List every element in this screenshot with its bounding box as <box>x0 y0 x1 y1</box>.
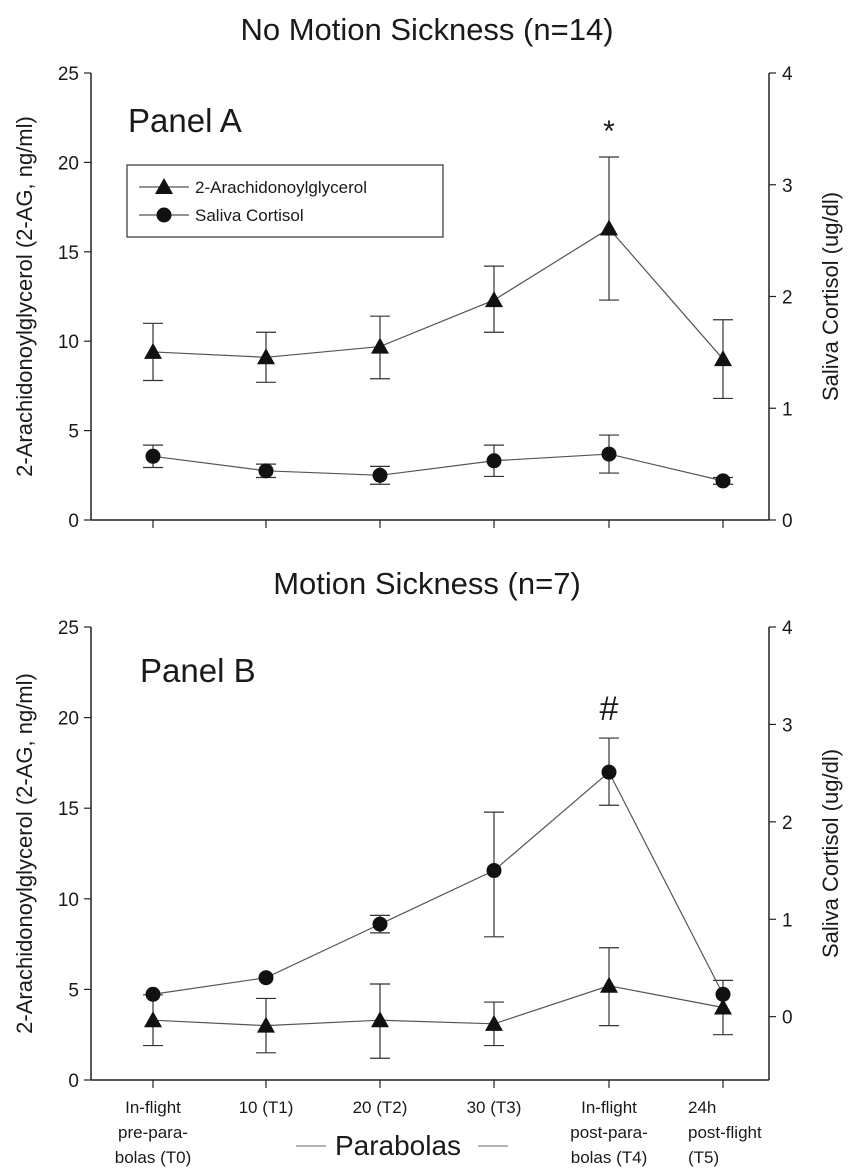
data-point-triangle <box>371 337 389 354</box>
legend-box <box>126 164 444 238</box>
panel-label: Panel A <box>128 102 242 139</box>
data-point-triangle <box>144 1011 162 1028</box>
x-tick-label: 20 (T2) <box>353 1098 408 1117</box>
x-tick-label: bolas (T4) <box>571 1148 648 1167</box>
data-point-circle <box>258 970 274 986</box>
x-tick-label: 24h <box>688 1098 716 1117</box>
data-point-triangle <box>485 1014 503 1031</box>
left-tick-label: 5 <box>68 422 79 443</box>
left-tick-label: 25 <box>58 64 79 85</box>
right-tick-label: 4 <box>782 618 793 639</box>
legend-marker-circle <box>156 207 172 223</box>
data-point-triangle <box>714 998 732 1015</box>
chart-title: Motion Sickness (n=7) <box>273 566 581 601</box>
x-tick-label: pre-para- <box>118 1123 188 1142</box>
legend: 2-Arachidonoylglycerol Saliva Cortisol <box>126 164 444 238</box>
series-line-triangle <box>152 985 724 1027</box>
legend-label: Saliva Cortisol <box>195 206 304 225</box>
right-tick-label: 4 <box>782 64 793 85</box>
panel-a: No Motion Sickness (n=14) 0 5 10 15 20 25 0 1 2 3 4… <box>12 12 843 532</box>
series-line-circle <box>152 771 724 995</box>
data-point-triangle <box>714 350 732 367</box>
right-axis-title: Saliva Cortisol (ug/dl) <box>818 749 843 958</box>
left-tick-label: 0 <box>68 1071 79 1092</box>
data-point-triangle <box>600 219 618 236</box>
data-point-circle <box>601 764 617 780</box>
left-tick-label: 0 <box>68 511 79 532</box>
right-tick-label: 2 <box>782 288 793 309</box>
data-point-circle <box>145 448 161 464</box>
data-point-circle <box>258 463 274 479</box>
chart-title: No Motion Sickness (n=14) <box>240 12 613 47</box>
x-tick-label: In-flight <box>125 1098 181 1117</box>
data-point-circle <box>372 916 388 932</box>
left-tick-label: 15 <box>58 243 79 264</box>
data-point-triangle <box>257 1016 275 1033</box>
x-tick-label: 30 (T3) <box>467 1098 522 1117</box>
left-tick-label: 15 <box>58 799 79 820</box>
x-tick-label: post-para- <box>570 1123 647 1142</box>
data-point-circle <box>486 863 502 879</box>
right-tick-label: 1 <box>782 910 793 931</box>
left-axis-title: 2-Arachidonoylglycerol (2-AG, ng/ml) <box>12 673 37 1034</box>
right-tick-label: 0 <box>782 1008 793 1029</box>
x-tick-label: bolas (T0) <box>115 1148 192 1167</box>
panel-label: Panel B <box>140 652 256 689</box>
x-tick-label: (T5) <box>688 1148 719 1167</box>
left-axis-title: 2-Arachidonoylglycerol (2-AG, ng/ml) <box>12 116 37 477</box>
data-point-triangle <box>371 1011 389 1028</box>
legend-marker-triangle <box>155 178 173 194</box>
data-point-triangle <box>257 348 275 365</box>
x-axis-title: Parabolas <box>335 1130 461 1161</box>
right-tick-label: 3 <box>782 715 793 736</box>
data-point-circle <box>715 986 731 1002</box>
significance-marker: # <box>600 690 619 728</box>
left-tick-label: 10 <box>58 332 79 353</box>
data-point-circle <box>486 453 502 469</box>
data-point-circle <box>372 467 388 483</box>
data-point-triangle <box>600 976 618 993</box>
x-tick-label: 10 (T1) <box>239 1098 294 1117</box>
significance-marker: * <box>603 115 615 148</box>
data-point-triangle <box>485 291 503 308</box>
x-tick-label: post-flight <box>688 1123 762 1142</box>
left-tick-label: 10 <box>58 890 79 911</box>
x-tick-label: In-flight <box>581 1098 637 1117</box>
left-tick-label: 25 <box>58 618 79 639</box>
series-line-triangle <box>152 227 724 360</box>
right-axis-title: Saliva Cortisol (ug/dl) <box>818 192 843 401</box>
panel-b: Motion Sickness (n=7) 0 5 10 15 20 25 0 1 2 3 4 2-Ar… <box>12 566 843 1167</box>
data-point-circle <box>145 986 161 1002</box>
legend-label: 2-Arachidonoylglycerol <box>195 178 367 197</box>
right-tick-label: 1 <box>782 399 793 420</box>
data-point-circle <box>715 473 731 489</box>
left-tick-label: 20 <box>58 153 79 174</box>
right-tick-label: 3 <box>782 176 793 197</box>
data-point-triangle <box>144 342 162 359</box>
series-line-circle <box>152 453 724 482</box>
left-tick-label: 20 <box>58 709 79 730</box>
right-tick-label: 2 <box>782 813 793 834</box>
right-tick-label: 0 <box>782 511 793 532</box>
left-tick-label: 5 <box>68 980 79 1001</box>
data-point-circle <box>601 446 617 462</box>
